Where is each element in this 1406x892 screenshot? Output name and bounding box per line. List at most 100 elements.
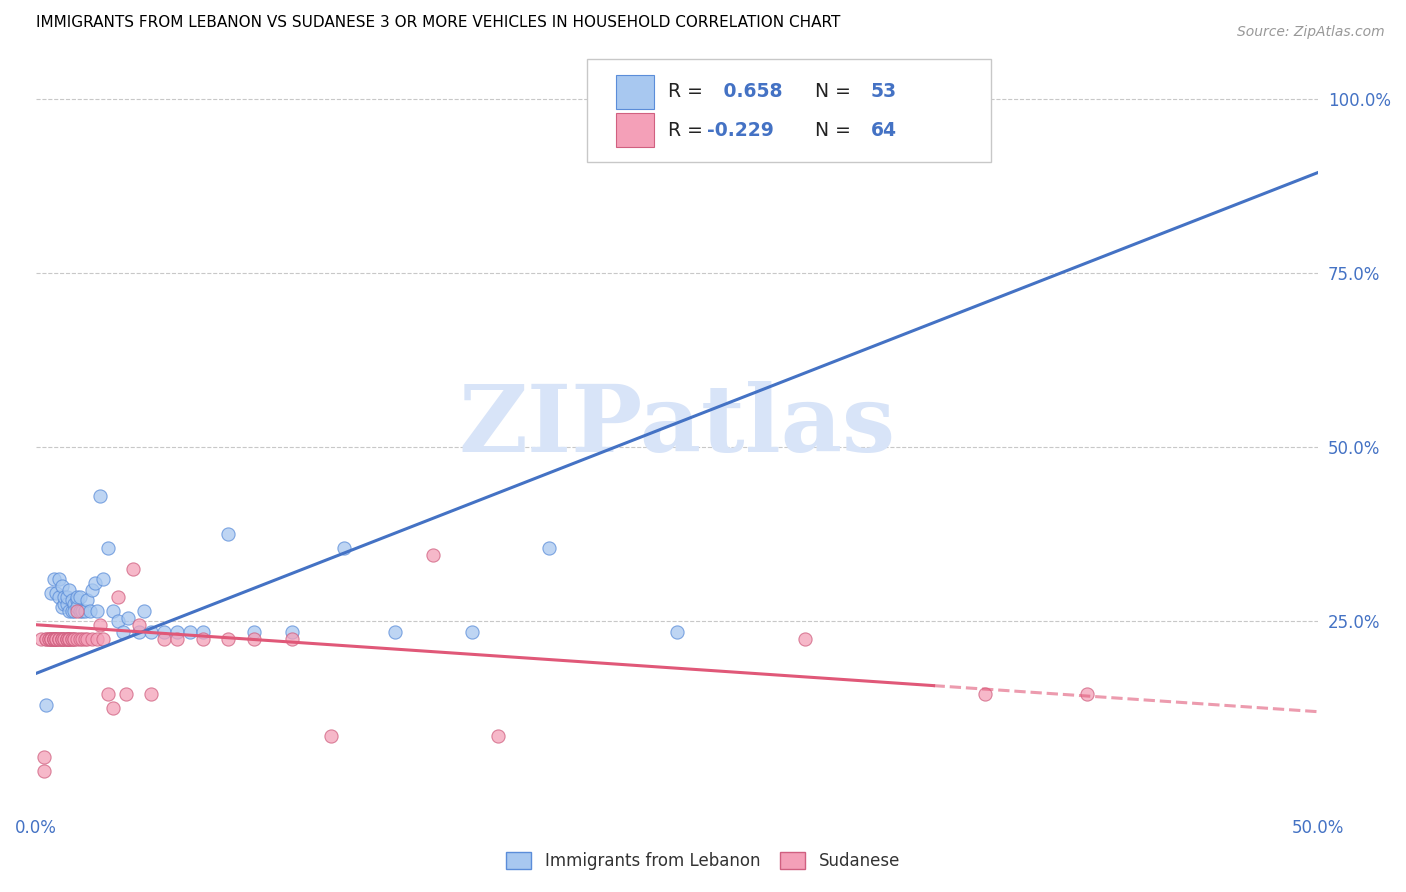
Point xyxy=(60,593,83,607)
Point xyxy=(41,632,63,646)
Point xyxy=(41,632,63,646)
FancyBboxPatch shape xyxy=(616,113,654,147)
Point xyxy=(666,624,689,639)
Point xyxy=(69,604,91,618)
Point xyxy=(58,632,80,646)
Point xyxy=(486,729,509,743)
Point xyxy=(63,604,86,618)
Point xyxy=(63,632,86,646)
Point xyxy=(63,597,86,611)
Point xyxy=(73,604,96,618)
Point xyxy=(107,590,129,604)
Text: 53: 53 xyxy=(870,82,897,102)
Point xyxy=(166,632,188,646)
Point xyxy=(122,562,145,576)
Text: -0.229: -0.229 xyxy=(707,120,773,140)
Text: 64: 64 xyxy=(870,120,897,140)
Point xyxy=(60,604,83,618)
Point xyxy=(66,593,89,607)
Point xyxy=(32,750,55,764)
Point xyxy=(35,632,58,646)
Point xyxy=(101,604,124,618)
Text: R =: R = xyxy=(668,120,709,140)
Point xyxy=(53,632,76,646)
Point xyxy=(41,632,63,646)
Point xyxy=(70,604,93,618)
Point xyxy=(55,632,77,646)
Point xyxy=(217,527,239,541)
Point xyxy=(422,548,444,562)
Point xyxy=(35,698,58,712)
Point xyxy=(86,632,108,646)
Point xyxy=(73,632,96,646)
Point xyxy=(97,541,120,556)
Point xyxy=(76,593,98,607)
Point xyxy=(48,632,70,646)
Point xyxy=(63,632,86,646)
Point xyxy=(243,632,266,646)
Text: R =: R = xyxy=(668,82,709,102)
Point xyxy=(42,632,65,646)
Point xyxy=(128,617,150,632)
Point xyxy=(69,590,91,604)
Point xyxy=(281,624,304,639)
Point xyxy=(35,632,58,646)
Point xyxy=(51,632,73,646)
Point xyxy=(166,624,188,639)
Point xyxy=(319,729,342,743)
Point xyxy=(53,632,76,646)
Point xyxy=(51,632,73,646)
Point xyxy=(973,687,995,701)
Point xyxy=(69,632,91,646)
Point xyxy=(42,632,65,646)
Point xyxy=(112,624,135,639)
Point xyxy=(32,764,55,778)
Point xyxy=(243,624,266,639)
Point xyxy=(141,687,163,701)
Point xyxy=(45,632,67,646)
Point xyxy=(97,687,120,701)
FancyBboxPatch shape xyxy=(588,59,991,162)
Point xyxy=(91,632,114,646)
Point xyxy=(42,632,65,646)
Point xyxy=(60,632,83,646)
Point xyxy=(84,576,107,591)
Point xyxy=(66,600,89,615)
Point xyxy=(70,632,93,646)
Point xyxy=(51,600,73,615)
Point xyxy=(48,573,70,587)
Point xyxy=(153,624,176,639)
Point xyxy=(53,590,76,604)
Point xyxy=(82,582,104,597)
Point xyxy=(66,590,89,604)
Point xyxy=(101,701,124,715)
Point xyxy=(82,632,104,646)
Point xyxy=(45,632,67,646)
Point xyxy=(384,624,406,639)
Point xyxy=(48,632,70,646)
Point xyxy=(66,604,89,618)
Text: N =: N = xyxy=(803,120,856,140)
Point xyxy=(89,489,111,503)
Point xyxy=(42,573,65,587)
Point xyxy=(332,541,354,556)
Point xyxy=(55,590,77,604)
Point xyxy=(128,624,150,639)
Point xyxy=(30,632,52,646)
Point xyxy=(153,632,176,646)
Point xyxy=(79,604,101,618)
Point xyxy=(53,597,76,611)
Text: IMMIGRANTS FROM LEBANON VS SUDANESE 3 OR MORE VEHICLES IN HOUSEHOLD CORRELATION : IMMIGRANTS FROM LEBANON VS SUDANESE 3 OR… xyxy=(37,15,841,30)
Point xyxy=(48,632,70,646)
Point xyxy=(76,632,98,646)
Point xyxy=(58,604,80,618)
Point xyxy=(91,573,114,587)
Text: N =: N = xyxy=(803,82,856,102)
Text: 0.658: 0.658 xyxy=(717,82,782,102)
Point xyxy=(55,632,77,646)
Point xyxy=(55,597,77,611)
Point xyxy=(191,632,214,646)
Point xyxy=(38,632,60,646)
Point xyxy=(45,632,67,646)
Point xyxy=(461,624,484,639)
